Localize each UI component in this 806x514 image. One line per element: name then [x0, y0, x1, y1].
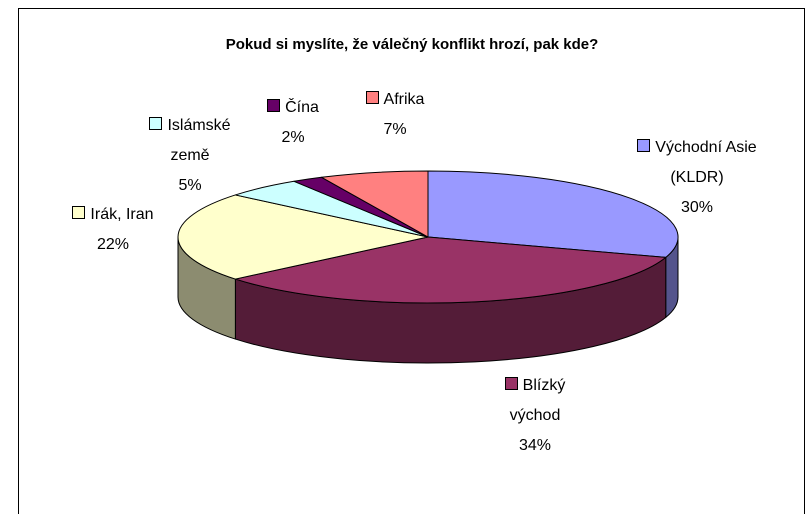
- slice: [427, 170, 679, 258]
- legend-key: [72, 206, 86, 219]
- slice: [234, 236, 667, 304]
- label-name: Východní Asie (KLDR): [655, 139, 757, 186]
- label-name: Afrika: [383, 91, 425, 108]
- legend-key: [365, 91, 379, 104]
- legend-key: [149, 117, 163, 130]
- data-label: Východní Asie (KLDR) 30%: [637, 133, 757, 223]
- slice: [321, 170, 429, 238]
- data-label: Čína 2%: [258, 93, 328, 153]
- label-name: Irák, Iran: [90, 206, 154, 223]
- data-label: Blízký východ 34%: [490, 371, 580, 461]
- label-value: 22%: [96, 236, 130, 253]
- label-value: 2%: [281, 129, 305, 146]
- legend-key: [267, 99, 281, 112]
- data-label: Islámské země 5%: [143, 111, 238, 201]
- label-name: Čína: [285, 99, 319, 116]
- label-value: 5%: [178, 177, 202, 194]
- chart-title: Pokud si myslíte, že válečný konflikt hr…: [226, 36, 599, 53]
- label-value: 30%: [680, 199, 714, 216]
- slice: [177, 194, 429, 280]
- label-value: 34%: [518, 437, 552, 454]
- label-name: Islámské země: [167, 117, 231, 164]
- label-name: Blízký východ: [509, 377, 566, 424]
- data-label: Irák, Iran 22%: [58, 200, 168, 260]
- label-value: 7%: [383, 121, 407, 138]
- legend-key: [637, 139, 651, 152]
- data-label: Afrika 7%: [360, 85, 430, 145]
- legend-key: [504, 377, 518, 390]
